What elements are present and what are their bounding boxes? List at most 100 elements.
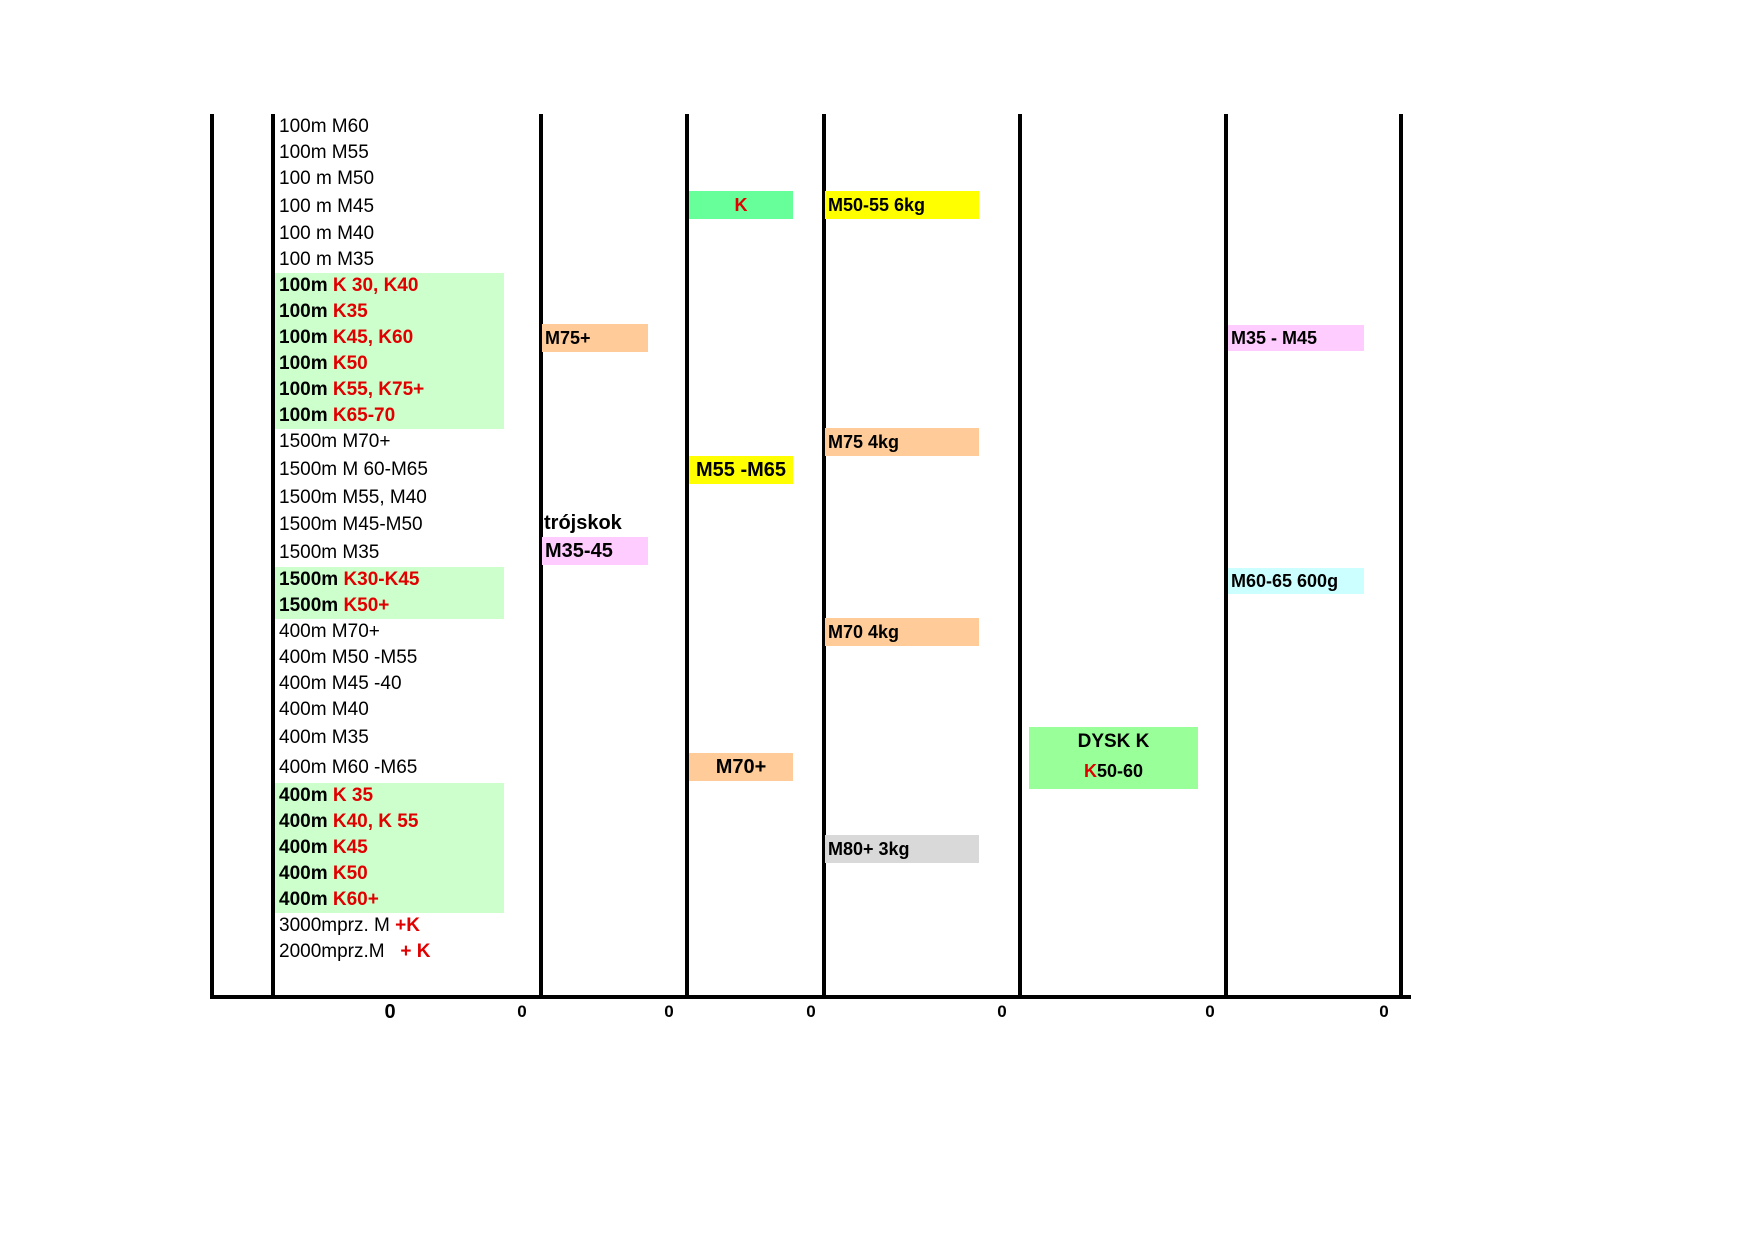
event-row: 400m M45 -40 [279, 671, 402, 697]
event-group-label: K60+ [332, 889, 379, 910]
col4-m75-block: M75 4kg [825, 428, 979, 456]
col3-m70-block: M70+ [689, 753, 793, 781]
event-name-label: 1500m [279, 595, 344, 616]
event-group-label: + K [395, 941, 431, 962]
event-row: 400m M50 -M55 [279, 645, 417, 671]
event-group-label: K65-70 [332, 405, 396, 426]
event-row: 100m K65-70 [279, 403, 395, 429]
event-name-label: 400m [279, 863, 333, 884]
col2-m75-label: M75+ [545, 328, 591, 348]
bottom-border-line [210, 995, 1411, 999]
event-name-label: 400m M50 -M55 [279, 647, 418, 668]
grid-line-0 [210, 114, 214, 998]
event-name-label: 400m [279, 889, 333, 910]
event-name-label: 100m [279, 275, 333, 296]
women-100m-band [275, 273, 504, 429]
event-name-label: 400m M45 -40 [279, 673, 402, 694]
event-name-label: 400m [279, 785, 333, 806]
event-row: 1500m M35 [279, 540, 379, 566]
event-row: 100m K45, K60 [279, 325, 413, 351]
event-group-label: K 35 [332, 785, 374, 806]
event-group-label: K55, K75+ [332, 379, 425, 400]
event-name-label: 1500m M45-M50 [279, 514, 423, 535]
col3-m70-label: M70+ [715, 756, 767, 778]
event-name-label: 400m [279, 837, 333, 858]
event-group-label: K30-K45 [343, 569, 420, 590]
event-row: 1500m M55, M40 [279, 485, 427, 511]
event-name-label: 100 m M35 [279, 249, 375, 270]
women-1500m-band [275, 567, 504, 619]
event-group-label: K40, K 55 [332, 811, 419, 832]
event-name-label: 1500m M 60-M65 [279, 459, 428, 480]
total-2: 0 [664, 1002, 674, 1021]
event-row: 100m M60 [279, 114, 369, 140]
event-name-label: 100m M60 [279, 116, 369, 137]
grid-line-4 [822, 114, 826, 998]
event-name-label: 1500m M35 [279, 542, 380, 563]
col4-m80-label: M80+ 3kg [828, 839, 910, 859]
total-1: 0 [517, 1002, 527, 1021]
grid-line-5 [1018, 114, 1022, 998]
event-row: 1500m M45-M50 [279, 512, 423, 538]
col3-k-label: K [734, 195, 748, 215]
event-row: 1500m M70+ [279, 429, 390, 455]
total-3: 0 [806, 1002, 816, 1021]
col6-m35-m45-label: M35 - M45 [1231, 328, 1318, 348]
event-name-label: 100m M55 [279, 142, 369, 163]
total-0: 0 [384, 1001, 396, 1023]
event-group-label: K50 [332, 863, 368, 884]
col6-m60-65-label: M60-65 600g [1231, 571, 1339, 591]
col3-m55-m65-label: M55 -M65 [695, 459, 787, 481]
event-name-label: 1500m M70+ [279, 431, 391, 452]
dysk-range-label: 50-60 [1096, 761, 1144, 781]
event-row: 400m M60 -M65 [279, 755, 417, 781]
event-row: 100 m M40 [279, 221, 374, 247]
women-400m-band [275, 783, 504, 913]
col6-m35-m45-block: M35 - M45 [1228, 325, 1364, 351]
trojskok-label: trójskok [544, 512, 622, 534]
dysk-block: DYSK K K50-60 [1029, 727, 1198, 789]
grid-line-1 [271, 114, 275, 998]
event-name-label: 2000mprz.M [279, 941, 396, 962]
event-row: 100m M55 [279, 140, 369, 166]
event-row: 400m M70+ [279, 619, 380, 645]
col3-k-block: K [689, 191, 793, 219]
event-name-label: 100m [279, 353, 333, 374]
event-group-label: K 30, K40 [332, 275, 419, 296]
col2-m35-45-block: M35-45 [542, 537, 648, 565]
event-name-label: 100m [279, 327, 333, 348]
col6-m60-65-block: M60-65 600g [1228, 568, 1364, 594]
event-name-label: 1500m M55, M40 [279, 487, 427, 508]
event-group-label: K50 [332, 353, 368, 374]
event-name-label: 100 m M40 [279, 223, 375, 244]
event-row: 100 m M45 [279, 194, 374, 220]
event-group-label: K35 [332, 301, 368, 322]
col4-m50-55-label: M50-55 6kg [828, 195, 926, 215]
event-row: 400m K 35 [279, 783, 373, 809]
dysk-title: DYSK K [1077, 731, 1150, 752]
col4-m80-block: M80+ 3kg [825, 835, 979, 863]
total-4: 0 [997, 1002, 1007, 1021]
dysk-groups: K50-60 [1029, 757, 1198, 785]
col4-m50-55-block: M50-55 6kg [825, 191, 979, 219]
event-name-label: 100m [279, 405, 333, 426]
event-row: 2000mprz.M + K [279, 939, 431, 965]
event-group-label: K45, K60 [332, 327, 414, 348]
event-row: 3000mprz. M +K [279, 913, 420, 939]
dysk-k-label: K [1083, 761, 1097, 781]
event-name-label: 400m M40 [279, 699, 369, 720]
event-name-label: 400m M35 [279, 727, 369, 748]
total-6: 0 [1379, 1002, 1389, 1021]
event-group-label: K50+ [343, 595, 390, 616]
event-name-label: 100m [279, 379, 333, 400]
event-row: 400m K45 [279, 835, 368, 861]
event-name-label: 100 m M50 [279, 168, 375, 189]
grid-line-3 [685, 114, 689, 998]
event-row: 1500m K30-K45 [279, 567, 420, 593]
event-row: 400m K40, K 55 [279, 809, 418, 835]
event-row: 100 m M35 [279, 247, 374, 273]
col4-m70-block: M70 4kg [825, 618, 979, 646]
event-row: 400m M40 [279, 697, 369, 723]
col2-m35-45-label: M35-45 [545, 540, 613, 562]
